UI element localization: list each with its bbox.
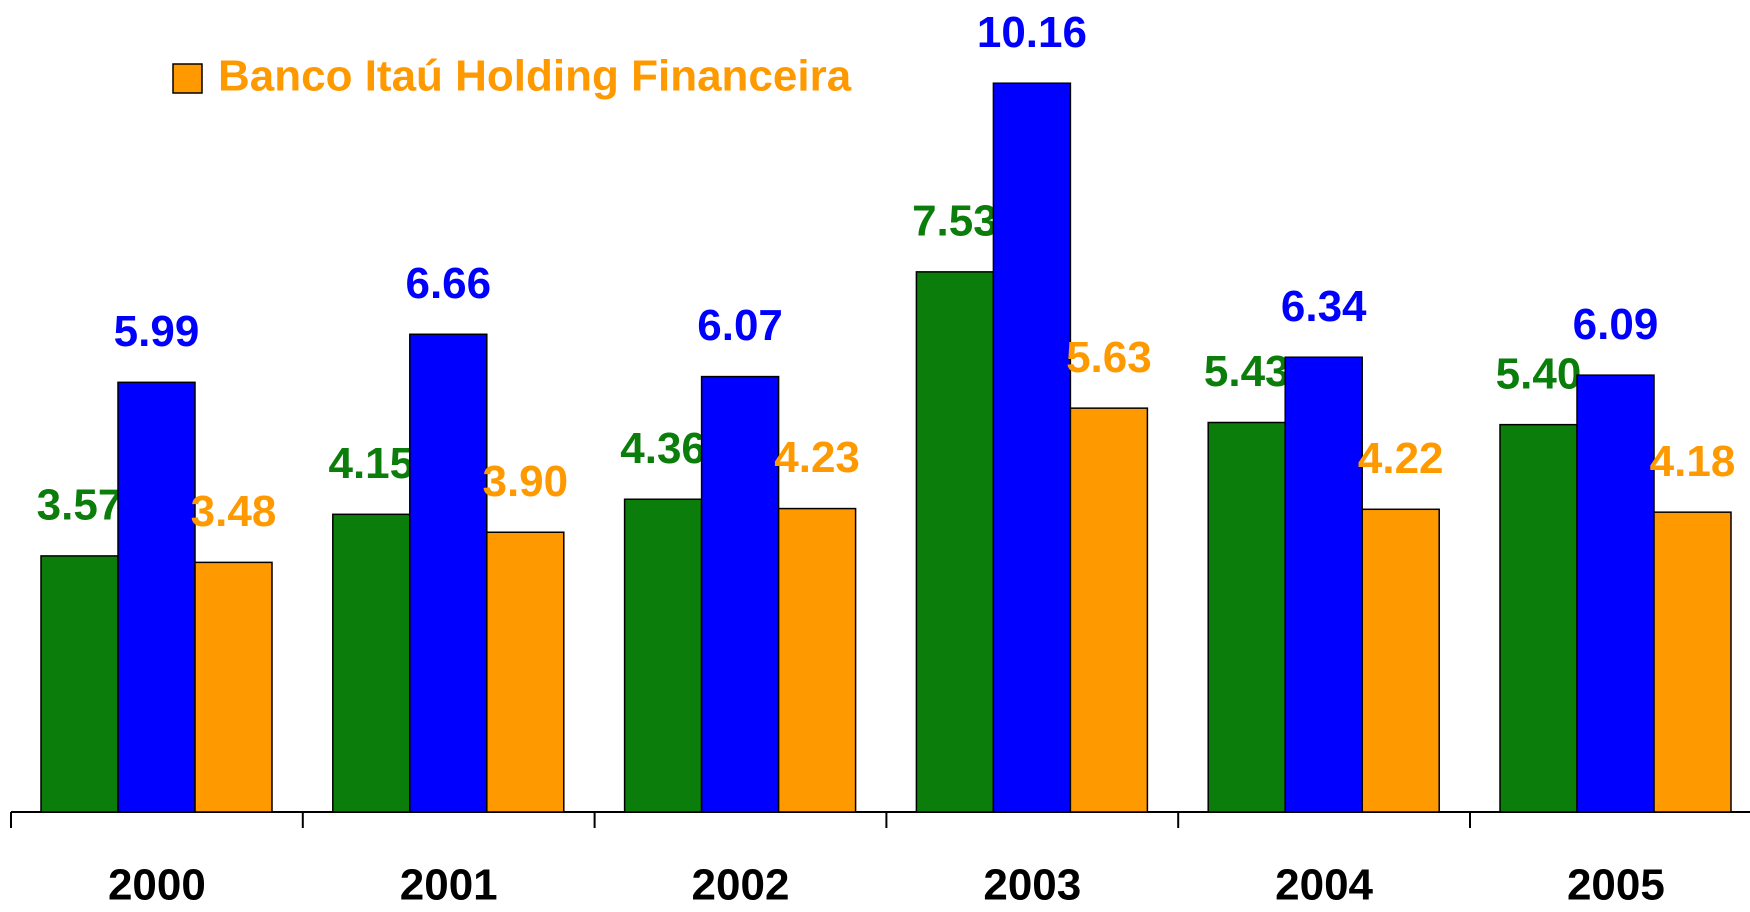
- bar: [623, 498, 703, 813]
- data-label: 6.66: [405, 259, 491, 308]
- x-tick-label: 2005: [1567, 861, 1665, 910]
- bar: [194, 561, 273, 813]
- data-label: 5.40: [1496, 349, 1582, 398]
- x-tick-label: 2003: [983, 861, 1081, 910]
- bar: [1069, 407, 1149, 813]
- data-label: 4.18: [1650, 437, 1736, 486]
- x-tick-label: 2001: [400, 861, 498, 910]
- bar: [1499, 423, 1578, 813]
- data-label: 6.09: [1573, 300, 1659, 349]
- data-label: 4.15: [328, 439, 414, 488]
- bar: [1207, 421, 1286, 813]
- bar: [700, 375, 780, 813]
- bar: [117, 381, 196, 813]
- x-tick-label: 2000: [108, 861, 206, 910]
- x-tick-label: 2004: [1275, 861, 1373, 910]
- data-label: 5.63: [1066, 333, 1152, 382]
- bar: [409, 333, 488, 813]
- data-label: 3.48: [191, 487, 277, 536]
- data-label: 4.22: [1358, 434, 1444, 483]
- data-label: 7.53: [912, 196, 998, 245]
- bar: [1576, 374, 1655, 813]
- data-label: 5.43: [1204, 347, 1290, 396]
- legend-swatch: [172, 63, 203, 94]
- bar: [992, 82, 1072, 813]
- data-label: 6.34: [1281, 282, 1367, 331]
- bar: [777, 507, 857, 813]
- data-label: 3.57: [37, 481, 123, 530]
- x-tick-label: 2002: [692, 861, 790, 910]
- data-label: 3.90: [482, 457, 568, 506]
- bar: [915, 271, 995, 813]
- bar: [332, 513, 411, 813]
- bar: [1284, 356, 1363, 813]
- bar: [40, 555, 119, 813]
- legend-label: Banco Itaú Holding Financeira: [218, 52, 852, 101]
- data-label: 10.16: [977, 8, 1087, 57]
- data-label: 4.23: [774, 433, 860, 482]
- data-label: 4.36: [620, 424, 706, 473]
- data-label: 5.99: [114, 307, 200, 356]
- bar: [1653, 511, 1732, 813]
- bar: [486, 531, 565, 813]
- bar: [1361, 508, 1440, 813]
- data-label: 6.07: [697, 301, 783, 350]
